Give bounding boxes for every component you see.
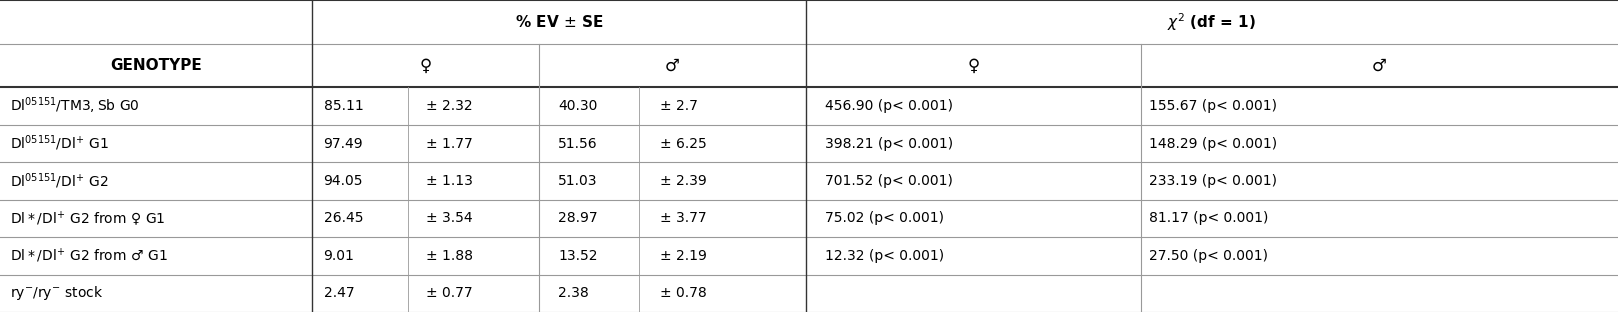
Text: 75.02 (p< 0.001): 75.02 (p< 0.001) [825, 212, 945, 225]
Text: $\chi^2$ (df = 1): $\chi^2$ (df = 1) [1167, 11, 1257, 33]
Text: 40.30: 40.30 [558, 99, 597, 113]
Text: 233.19 (p< 0.001): 233.19 (p< 0.001) [1149, 174, 1277, 188]
Text: ± 3.54: ± 3.54 [426, 212, 472, 225]
Text: 148.29 (p< 0.001): 148.29 (p< 0.001) [1149, 137, 1277, 150]
Text: 26.45: 26.45 [324, 212, 362, 225]
Text: % EV $\pm$ SE: % EV $\pm$ SE [515, 14, 604, 30]
Text: $\mathregular{Dl}^{\mathregular{05151}}\mathregular{/Dl}^{\mathregular{+}}\mathr: $\mathregular{Dl}^{\mathregular{05151}}\… [10, 171, 108, 191]
Text: 85.11: 85.11 [324, 99, 364, 113]
Text: 2.47: 2.47 [324, 286, 354, 300]
Text: 51.03: 51.03 [558, 174, 597, 188]
Text: ± 3.77: ± 3.77 [660, 212, 707, 225]
Text: $\mathregular{Dl}^{\mathregular{05151}}\mathregular{/Dl}^{\mathregular{+}}\mathr: $\mathregular{Dl}^{\mathregular{05151}}\… [10, 134, 108, 153]
Text: 12.32 (p< 0.001): 12.32 (p< 0.001) [825, 249, 945, 263]
Text: 9.01: 9.01 [324, 249, 354, 263]
Text: ± 0.78: ± 0.78 [660, 286, 707, 300]
Text: ♂: ♂ [1372, 56, 1387, 75]
Text: $\mathregular{ry}^{\mathregular{-}}\mathregular{/ry}^{\mathregular{-}}\mathregul: $\mathregular{ry}^{\mathregular{-}}\math… [10, 284, 104, 302]
Text: GENOTYPE: GENOTYPE [110, 58, 202, 73]
Text: 28.97: 28.97 [558, 212, 597, 225]
Text: $\mathregular{Dl*/Dl}^{\mathregular{+}}\mathregular{\ G2\ from\ ♀\ G1}$: $\mathregular{Dl*/Dl}^{\mathregular{+}}\… [10, 209, 165, 228]
Text: 51.56: 51.56 [558, 137, 597, 150]
Text: ± 2.19: ± 2.19 [660, 249, 707, 263]
Text: ± 6.25: ± 6.25 [660, 137, 707, 150]
Text: 155.67 (p< 0.001): 155.67 (p< 0.001) [1149, 99, 1277, 113]
Text: ± 1.13: ± 1.13 [426, 174, 472, 188]
Text: $\mathregular{Dl}^{\mathregular{05151}}\mathregular{/TM3, Sb\ G0}$: $\mathregular{Dl}^{\mathregular{05151}}\… [10, 96, 139, 116]
Text: 2.38: 2.38 [558, 286, 589, 300]
Text: 701.52 (p< 0.001): 701.52 (p< 0.001) [825, 174, 953, 188]
Text: 27.50 (p< 0.001): 27.50 (p< 0.001) [1149, 249, 1269, 263]
Text: 13.52: 13.52 [558, 249, 597, 263]
Text: ± 2.32: ± 2.32 [426, 99, 472, 113]
Text: ± 2.7: ± 2.7 [660, 99, 697, 113]
Text: ± 2.39: ± 2.39 [660, 174, 707, 188]
Text: ± 1.88: ± 1.88 [426, 249, 472, 263]
Text: ± 0.77: ± 0.77 [426, 286, 472, 300]
Text: ± 1.77: ± 1.77 [426, 137, 472, 150]
Text: 97.49: 97.49 [324, 137, 362, 150]
Text: 94.05: 94.05 [324, 174, 362, 188]
Text: ♀: ♀ [968, 56, 979, 75]
Text: 398.21 (p< 0.001): 398.21 (p< 0.001) [825, 137, 953, 150]
Text: $\mathregular{Dl*/Dl}^{\mathregular{+}}\mathregular{\ G2\ from\ ♂\ G1}$: $\mathregular{Dl*/Dl}^{\mathregular{+}}\… [10, 247, 168, 265]
Text: 81.17 (p< 0.001): 81.17 (p< 0.001) [1149, 212, 1269, 225]
Text: 456.90 (p< 0.001): 456.90 (p< 0.001) [825, 99, 953, 113]
Text: ♂: ♂ [665, 56, 680, 75]
Text: ♀: ♀ [419, 56, 432, 75]
